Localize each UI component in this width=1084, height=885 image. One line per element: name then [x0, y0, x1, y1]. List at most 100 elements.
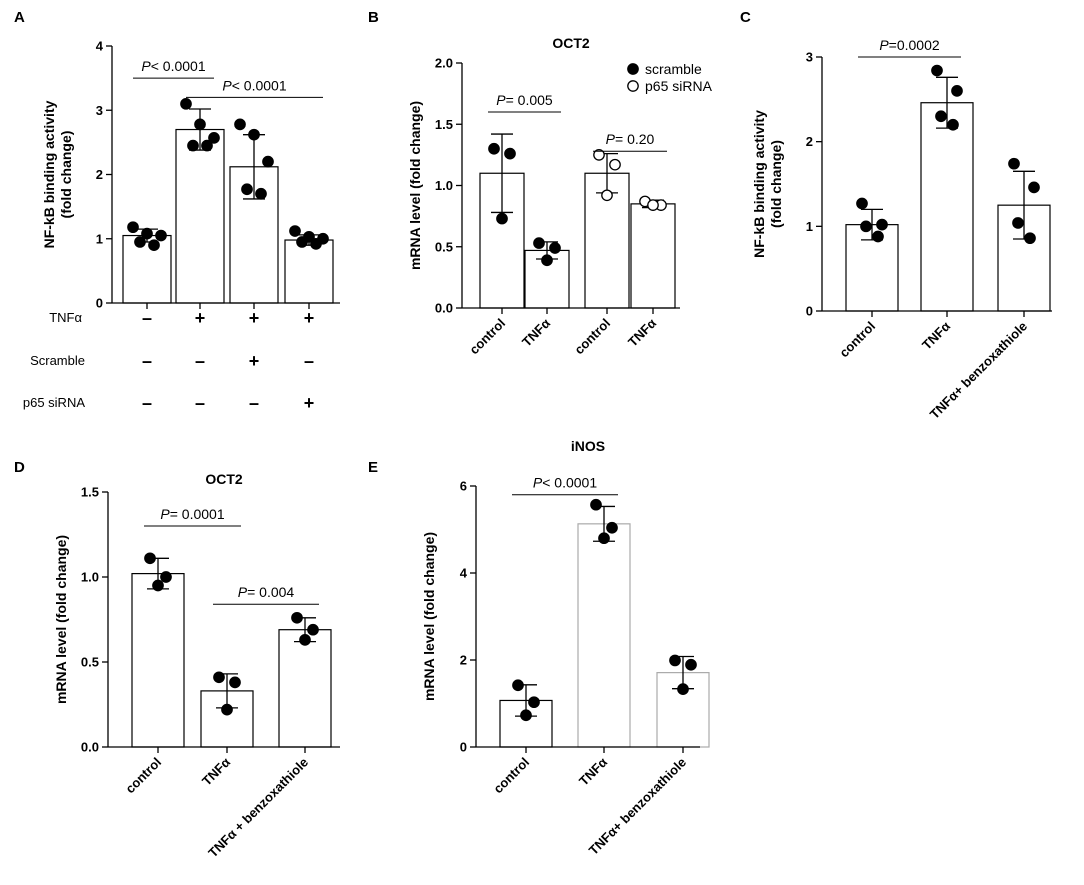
data-point: [590, 498, 602, 511]
data-point: [221, 703, 233, 716]
bar: [131, 572, 185, 748]
legend-marker: [627, 63, 639, 75]
data-point: [947, 118, 959, 131]
p-value-symbol: P: [238, 584, 248, 600]
p-value-text: < 0.0001: [542, 475, 597, 491]
data-point: [134, 236, 146, 248]
data-point: [248, 128, 260, 141]
data-point: [234, 118, 246, 131]
y-axis-label-line: (fold change): [768, 140, 784, 228]
p-value-symbol: P: [606, 131, 616, 147]
y-tick-label: 2.0: [435, 56, 453, 71]
x-tick-label: TNFα: [199, 755, 233, 789]
panel-letter: C: [740, 9, 751, 26]
data-point: [935, 110, 947, 123]
condition-value: –: [195, 393, 205, 413]
y-tick-label: 0: [96, 296, 103, 311]
x-tick-label: control: [122, 755, 164, 797]
y-axis-label-line: mRNA level (fold change): [421, 532, 437, 701]
data-point: [160, 571, 172, 583]
y-axis-label: NF-kB binding activity(fold change): [41, 100, 74, 248]
condition-value: –: [249, 393, 259, 413]
data-point: [496, 212, 508, 225]
data-point: [148, 239, 160, 252]
p-value-label: P= 0.005: [496, 92, 553, 108]
data-point: [512, 679, 524, 692]
y-tick-label: 2: [806, 134, 813, 149]
condition-row-label: Scramble: [30, 353, 85, 368]
data-point: [931, 64, 943, 77]
data-point: [180, 97, 192, 110]
data-point: [876, 218, 888, 231]
bar: [920, 102, 974, 312]
p-value-label: P= 0.0001: [160, 506, 224, 522]
p-value-text: = 0.0001: [170, 506, 225, 522]
y-tick-label: 0.5: [435, 239, 453, 254]
p-value-text: =0.0002: [889, 37, 940, 53]
data-point: [504, 147, 516, 160]
y-tick-label: 1.0: [81, 570, 99, 585]
condition-value: –: [142, 393, 152, 413]
p-value-label: P= 0.20: [606, 131, 655, 147]
p-value-text: = 0.004: [247, 584, 294, 600]
legend-label: scramble: [645, 61, 702, 77]
data-point: [187, 139, 199, 152]
condition-value: –: [142, 351, 152, 371]
condition-value: +: [249, 351, 260, 371]
data-point: [951, 85, 963, 97]
y-axis-label-line: (fold change): [58, 131, 74, 219]
data-point: [291, 611, 303, 624]
x-tick-label: TNFα: [519, 316, 553, 350]
data-point: [141, 227, 153, 240]
p-value-symbol: P: [533, 475, 543, 491]
data-point: [677, 683, 689, 695]
data-point: [310, 238, 322, 250]
p-value-label: P=0.0002: [879, 37, 940, 53]
bar: [284, 239, 334, 304]
y-axis-label: mRNA level (fold change): [53, 535, 69, 704]
condition-value: –: [304, 351, 314, 371]
data-point: [194, 118, 206, 131]
data-point: [1012, 217, 1024, 229]
p-value-text: = 0.20: [615, 131, 655, 147]
data-point: [598, 532, 610, 545]
data-point: [241, 183, 253, 196]
y-tick-label: 4: [96, 39, 104, 54]
data-point: [856, 197, 868, 210]
x-tick-label: TNFα: [625, 316, 659, 350]
panel-a: A 0 1 2 3 4 NF-kB binding activity(fold change…: [14, 9, 340, 413]
data-point: [872, 230, 884, 243]
y-tick-label: 1: [806, 219, 813, 234]
data-point: [255, 187, 267, 200]
y-tick-label: 0.0: [435, 301, 453, 316]
y-tick-label: 1.0: [435, 178, 453, 193]
condition-value: +: [249, 308, 260, 328]
y-tick-label: 6: [460, 479, 467, 494]
p-value-label: P< 0.0001: [141, 58, 205, 74]
p-value-label: P< 0.0001: [533, 475, 597, 491]
y-tick-label: 3: [806, 50, 813, 65]
condition-value: –: [195, 351, 205, 371]
condition-value: –: [142, 308, 152, 328]
data-point: [213, 671, 225, 684]
p-value-text: < 0.0001: [232, 77, 287, 93]
legend-marker: [627, 80, 639, 92]
p-value-label: P= 0.004: [238, 584, 295, 600]
y-tick-label: 1: [96, 231, 103, 246]
condition-value: +: [304, 393, 315, 413]
data-point: [289, 225, 301, 237]
data-point: [601, 189, 613, 202]
p-value-symbol: P: [496, 92, 506, 108]
data-point: [685, 658, 697, 671]
y-tick-label: 0.0: [81, 740, 99, 755]
data-point: [606, 521, 618, 534]
data-point: [1028, 181, 1040, 194]
panel-letter: A: [14, 9, 25, 26]
data-point: [299, 634, 311, 646]
panel-letter: D: [14, 459, 25, 476]
panel-c: C 0 1 2 3 NF-kB binding activity(fold change)…: [740, 9, 1052, 422]
data-point: [609, 158, 621, 171]
y-axis-label-line: mRNA level (fold change): [53, 535, 69, 704]
